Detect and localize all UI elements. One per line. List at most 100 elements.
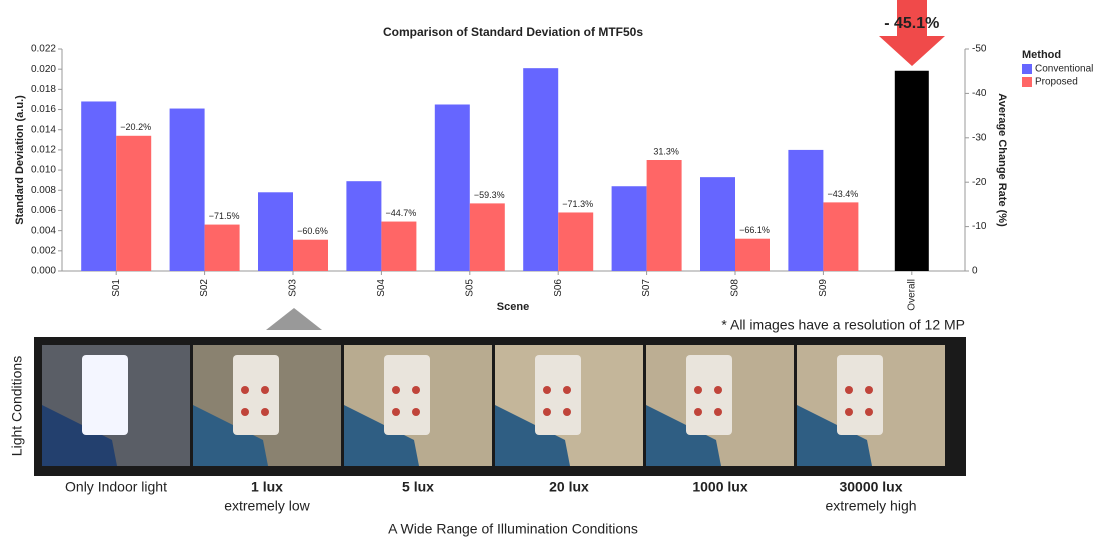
photo-heart <box>865 408 873 416</box>
y2-tick-label: -10 <box>972 221 987 232</box>
change-label: −60.6% <box>297 226 328 236</box>
condition-label: 1000 lux <box>692 479 747 495</box>
legend-label: Proposed <box>1035 77 1078 88</box>
photo-card <box>837 355 883 435</box>
caption: A Wide Range of Illumination Conditions <box>388 521 638 537</box>
photo-heart <box>261 408 269 416</box>
bar <box>435 105 470 272</box>
x-axis-title: Scene <box>497 301 529 313</box>
photo-card <box>82 355 128 435</box>
y-axis-title: Standard Deviation (a.u.) <box>14 95 26 225</box>
photo-heart <box>845 386 853 394</box>
y2-tick-label: -50 <box>972 44 987 55</box>
bar <box>81 101 116 271</box>
photo-heart <box>543 408 551 416</box>
legend-title: Method <box>1022 49 1061 61</box>
y-tick-label: 0.020 <box>31 64 56 75</box>
y-tick-label: 0.008 <box>31 185 56 196</box>
photo-heart <box>261 386 269 394</box>
y-tick-label: 0.018 <box>31 84 56 95</box>
photo-heart <box>845 408 853 416</box>
overall-bar <box>895 71 929 271</box>
y2-tick-label: -40 <box>972 88 987 99</box>
x-tick-label: Overall <box>906 279 917 311</box>
condition-note: extremely high <box>825 498 916 514</box>
photo-heart <box>543 386 551 394</box>
legend-swatch <box>1022 64 1032 74</box>
x-tick-label: S06 <box>553 279 564 297</box>
bar <box>735 239 770 271</box>
change-label: −43.4% <box>828 189 859 199</box>
photo-heart <box>694 408 702 416</box>
y-tick-label: 0.022 <box>31 44 56 55</box>
x-tick-label: S09 <box>818 279 829 297</box>
change-label: −71.3% <box>562 199 593 209</box>
note: * All images have a resolution of 12 MP <box>721 317 965 333</box>
condition-label: 30000 lux <box>839 479 902 495</box>
photo-heart <box>412 408 420 416</box>
condition-label: 5 lux <box>402 479 434 495</box>
bar <box>823 202 858 271</box>
change-label: −59.3% <box>474 190 505 200</box>
photo-heart <box>694 386 702 394</box>
bar <box>788 150 823 271</box>
x-tick-label: S04 <box>376 279 387 297</box>
photo-heart <box>563 386 571 394</box>
highlight-arrow <box>879 0 945 66</box>
value-label: - 45.1% <box>884 15 939 32</box>
bar <box>205 225 240 271</box>
condition-note: extremely low <box>224 498 310 514</box>
chart-title: Comparison of Standard Deviation of MTF5… <box>383 25 643 39</box>
bar <box>116 136 151 271</box>
y-tick-label: 0.000 <box>31 266 56 277</box>
legend-label: Conventional <box>1035 64 1093 75</box>
condition-label: 1 lux <box>251 479 283 495</box>
change-label: −44.7% <box>386 208 417 218</box>
x-tick-label: S03 <box>288 279 299 297</box>
y-tick-label: 0.006 <box>31 205 56 216</box>
photo-heart <box>412 386 420 394</box>
y2-tick-label: 0 <box>972 266 978 277</box>
photo-card <box>233 355 279 435</box>
photo-heart <box>392 386 400 394</box>
bar <box>700 177 735 271</box>
bar <box>647 160 682 271</box>
photo-heart <box>241 408 249 416</box>
bar <box>258 192 293 271</box>
bar <box>381 222 416 271</box>
y-tick-label: 0.004 <box>31 225 56 236</box>
legend-swatch <box>1022 77 1032 87</box>
photo-heart <box>563 408 571 416</box>
bar <box>170 109 205 271</box>
y-tick-label: 0.012 <box>31 145 56 156</box>
photo-heart <box>241 386 249 394</box>
x-tick-label: S01 <box>111 279 122 297</box>
x-tick-label: S07 <box>641 279 652 297</box>
change-label: −66.1% <box>739 225 770 235</box>
bar <box>293 240 328 271</box>
bar <box>558 212 593 271</box>
y2-tick-label: -30 <box>972 132 987 143</box>
bar <box>612 186 647 271</box>
pointer-arrow <box>266 308 322 330</box>
photo-card <box>686 355 732 435</box>
y-tick-label: 0.014 <box>31 124 56 135</box>
y2-tick-label: -20 <box>972 177 987 188</box>
y-tick-label: 0.002 <box>31 245 56 256</box>
photo-heart <box>714 408 722 416</box>
y2-axis-title: Average Change Rate (%) <box>996 93 1008 227</box>
x-tick-label: S05 <box>464 279 475 297</box>
change-label: −71.5% <box>209 211 240 221</box>
photo-card <box>535 355 581 435</box>
change-label: −20.2% <box>120 122 151 132</box>
y-tick-label: 0.010 <box>31 165 56 176</box>
condition-label: Only Indoor light <box>65 479 167 495</box>
bar <box>346 181 381 271</box>
photo-heart <box>714 386 722 394</box>
photo-card <box>384 355 430 435</box>
change-label: 31.3% <box>653 146 679 156</box>
bar <box>470 203 505 271</box>
side-label: Light Conditions <box>9 356 25 456</box>
x-tick-label: S08 <box>730 279 741 297</box>
page: Comparison of Standard Deviation of MTF5… <box>0 0 1094 542</box>
